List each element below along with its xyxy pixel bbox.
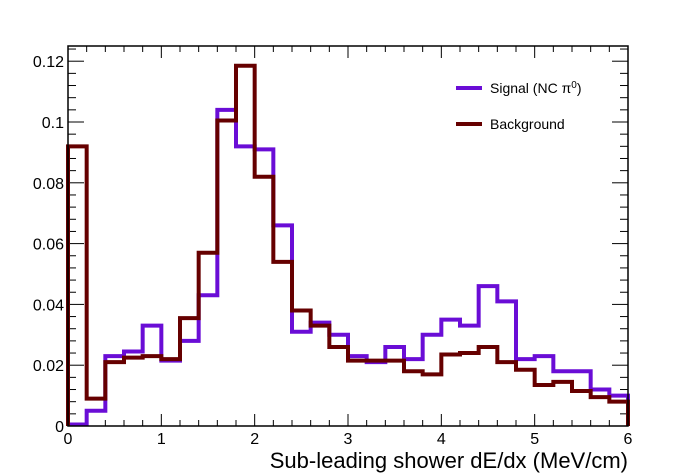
x-tick-label: 0 [64, 431, 73, 448]
y-tick-label: 0.02 [33, 358, 64, 375]
y-tick-label: 0.08 [33, 176, 64, 193]
x-axis-title: Sub-leading shower dE/dx (MeV/cm) [270, 448, 628, 473]
y-tick-label: 0 [55, 419, 64, 436]
x-tick-label: 2 [250, 431, 259, 448]
y-tick-label: 0.12 [33, 54, 64, 71]
x-tick-label: 1 [157, 431, 166, 448]
x-tick-label: 4 [437, 431, 446, 448]
legend-label-signal-suffix: ) [577, 80, 582, 96]
series-layer [66, 63, 630, 427]
plot-frame [67, 45, 629, 427]
y-tick-label: 0.1 [42, 115, 64, 132]
x-tick-label: 5 [530, 431, 539, 448]
y-tick-labels: 0 0.02 0.04 0.06 0.08 0.1 0.12 [33, 54, 64, 436]
series-background-line [66, 63, 630, 426]
x-tick-labels: 0 1 2 3 4 5 6 [64, 431, 633, 448]
legend-label-signal-main: Signal (NC π [490, 80, 572, 96]
y-tick-label: 0.06 [33, 237, 64, 254]
y-tick-label: 0.04 [33, 297, 64, 314]
legend-label-signal-superscript: 0 [571, 80, 577, 91]
y-minor-ticks [68, 48, 628, 427]
legend-label-background: Background [490, 116, 565, 132]
x-tick-label: 3 [344, 431, 353, 448]
legend-label-signal: Signal (NC π0) [490, 80, 581, 97]
x-minor-ticks [67, 46, 629, 426]
x-tick-label: 6 [624, 431, 633, 448]
legend: Signal (NC π0) Background [456, 80, 581, 132]
series-signal-line [66, 107, 630, 427]
